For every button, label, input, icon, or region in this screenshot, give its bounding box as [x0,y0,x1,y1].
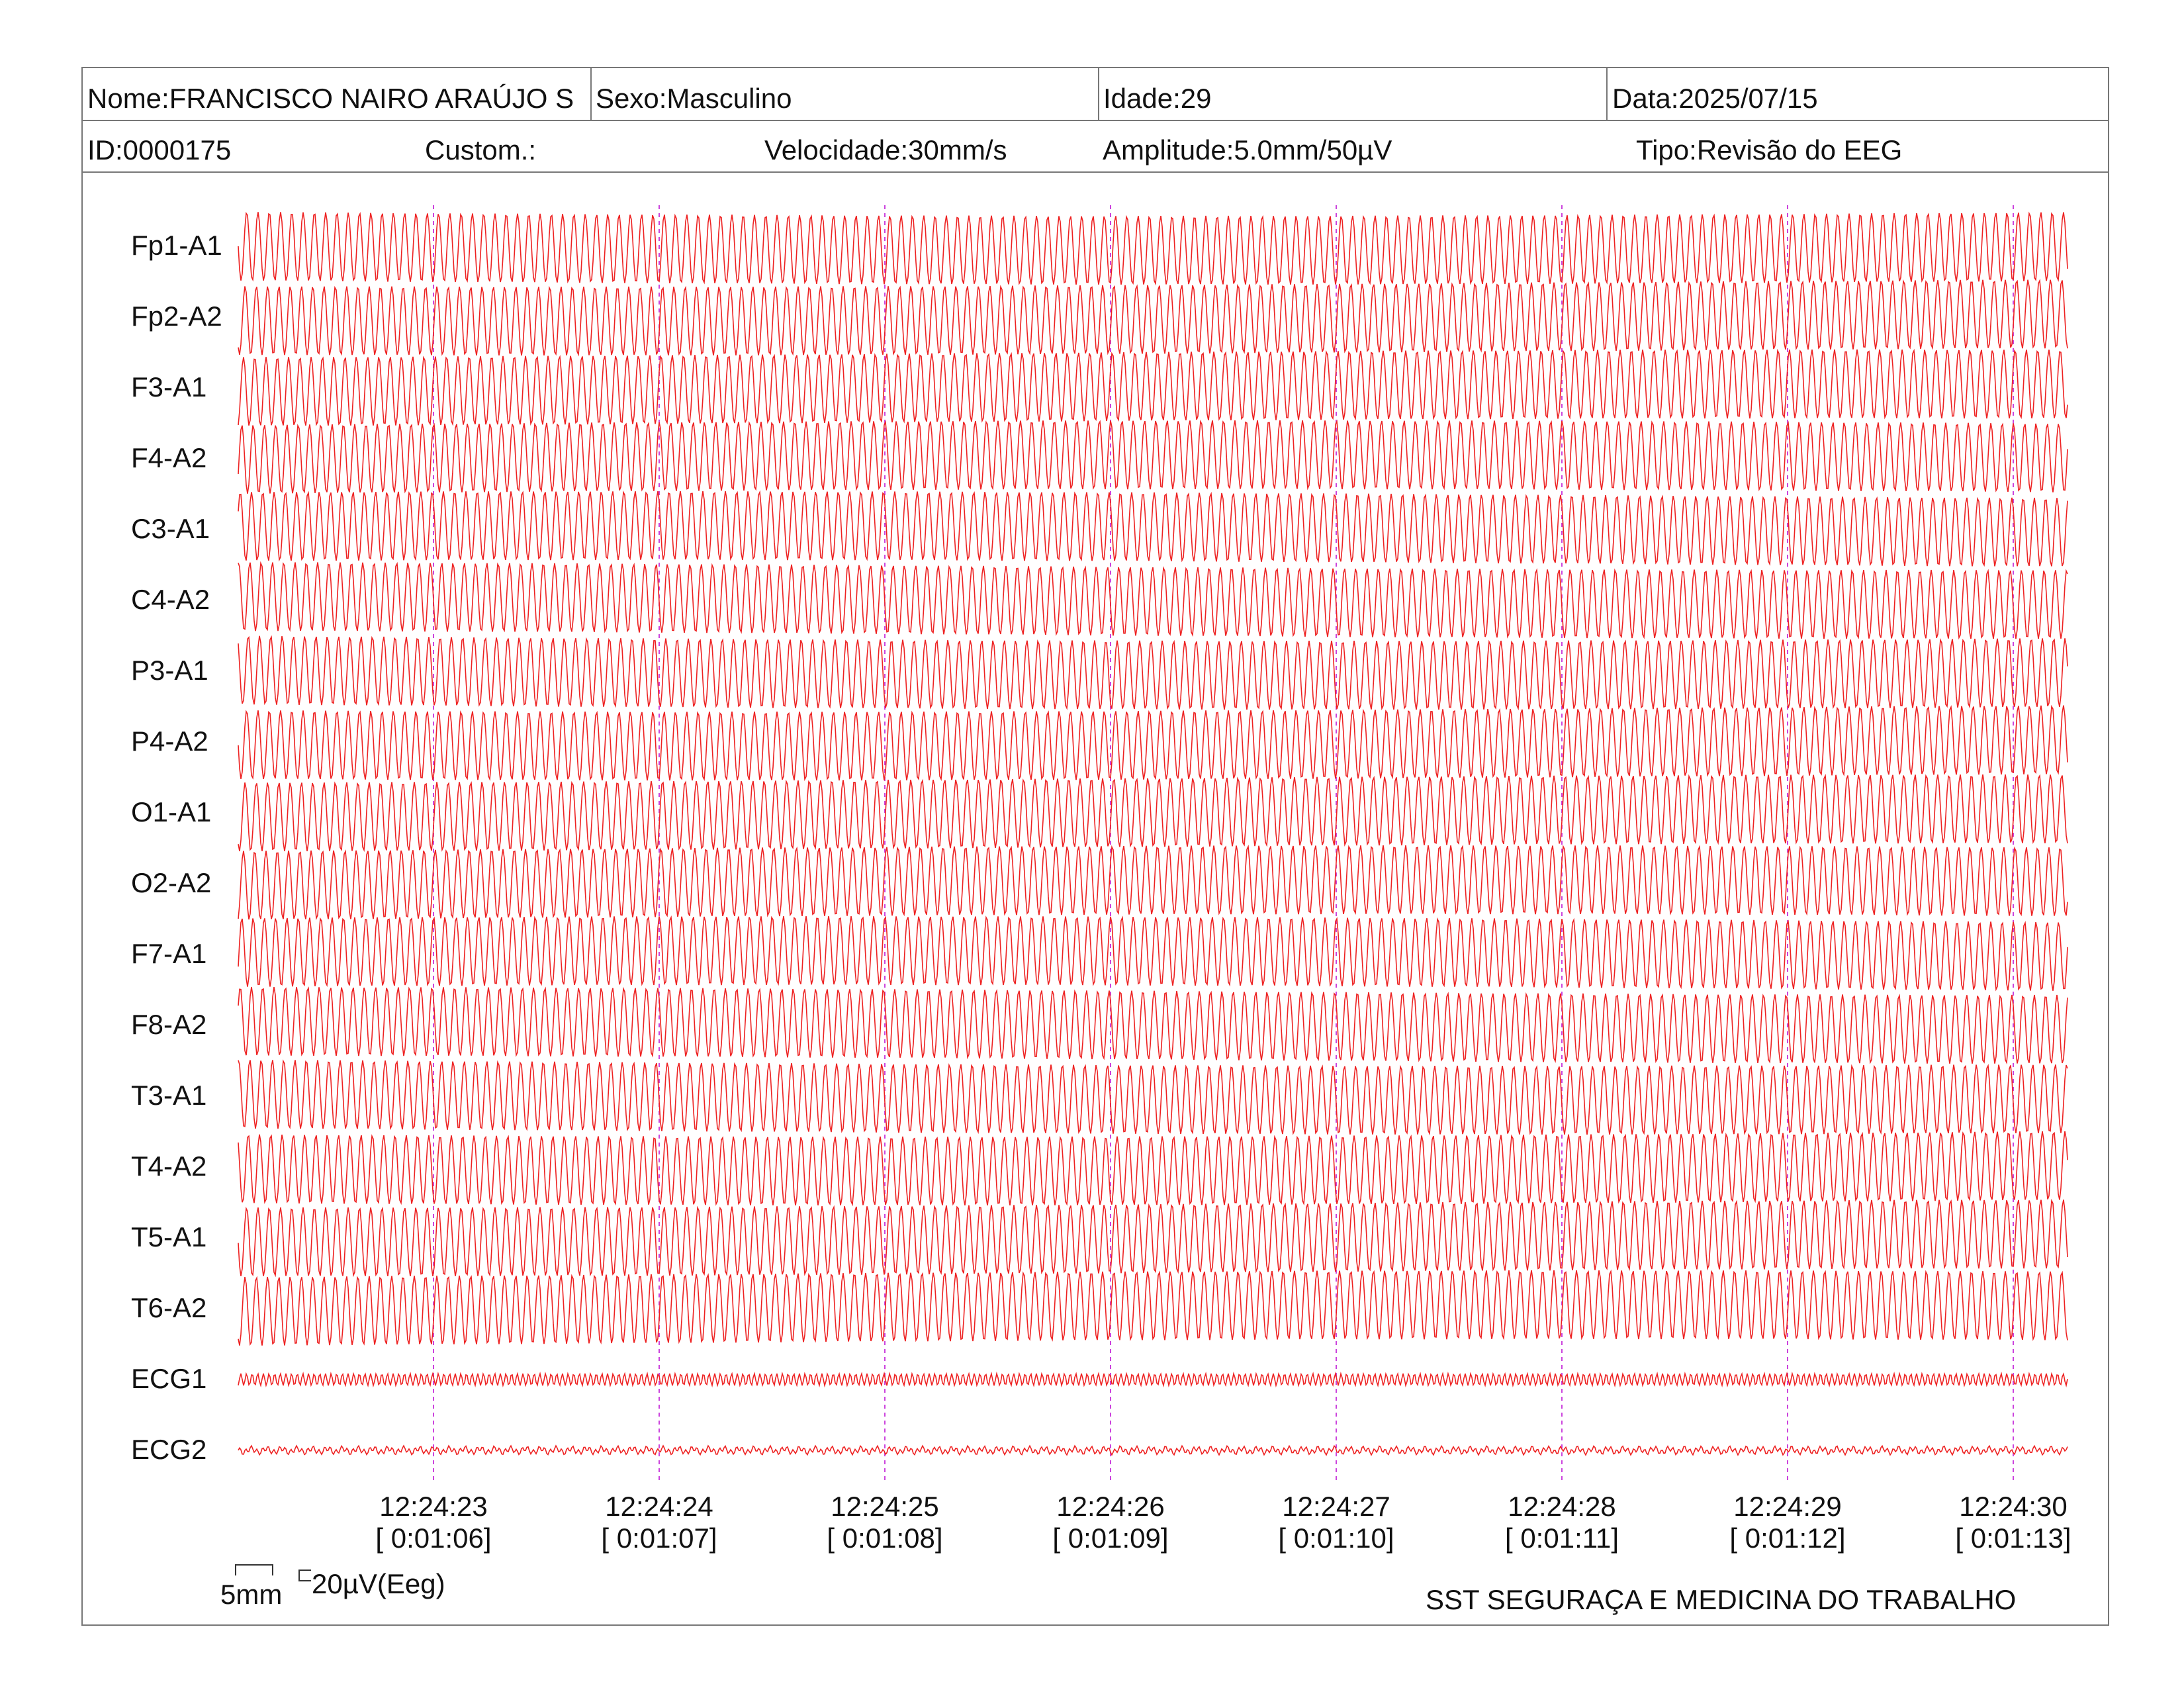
channel-trace [238,915,2068,992]
channel-label: T3-A1 [131,1080,207,1111]
channel-label: O1-A1 [131,796,212,827]
time-tick-elapsed: [ 0:01:10] [1278,1523,1394,1554]
channel-label: T4-A2 [131,1150,207,1182]
eeg-traces [238,211,2068,1456]
time-tick-label: 12:24:23[ 0:01:06] [375,1491,491,1555]
time-tick-clock: 12:24:24 [605,1491,713,1522]
channel-label: F7-A1 [131,938,207,969]
time-tick-elapsed: [ 0:01:13] [1955,1523,2071,1554]
channel-label: F4-A2 [131,442,207,473]
time-tick-label: 12:24:27[ 0:01:10] [1278,1491,1394,1555]
channel-label: T6-A2 [131,1292,207,1323]
channel-label: ECG1 [131,1363,207,1394]
channel-label: C3-A1 [131,513,210,544]
time-tick-elapsed: [ 0:01:09] [1052,1523,1169,1554]
channel-label: C4-A2 [131,584,210,615]
record-id: ID:0000175 [87,134,232,165]
channel-label: F3-A1 [131,371,207,402]
time-tick-label: 12:24:25[ 0:01:08] [827,1491,942,1555]
channel-label: Fp2-A2 [131,301,222,332]
time-tick-clock: 12:24:26 [1056,1491,1165,1522]
paper-speed: Velocidade:30mm/s [764,134,1007,165]
time-tick-label: 12:24:24[ 0:01:07] [601,1491,717,1555]
channel-trace [238,1444,2068,1456]
record-date: Data:2025/07/15 [1612,83,1818,114]
custom-field: Custom.: [425,134,537,165]
time-tick-elapsed: [ 0:01:07] [601,1523,717,1554]
scale-bar-amp-label: 20µV(Eeg) [312,1568,445,1599]
time-tick-label: 12:24:28[ 0:01:11] [1505,1491,1619,1555]
channel-trace [238,635,2068,711]
scale-bar-amp [298,1570,311,1581]
channel-trace [238,1059,2068,1136]
time-tick-elapsed: [ 0:01:11] [1504,1523,1619,1554]
record-type: Tipo:Revisão do EEG [1636,134,1903,165]
scale-bar-time [235,1564,273,1575]
time-tick-clock: 12:24:28 [1508,1491,1616,1522]
channel-trace [238,419,2068,494]
channel-trace [238,1131,2068,1207]
time-tick-clock: 12:24:27 [1282,1491,1390,1522]
channel-label: O2-A2 [131,867,212,898]
channel-trace [238,279,2068,357]
time-tick-clock: 12:24:29 [1733,1491,1842,1522]
channel-trace [238,1198,2068,1278]
channel-trace [238,1371,2068,1388]
time-tick-clock: 12:24:25 [831,1491,939,1522]
patient-name: Nome:FRANCISCO NAIRO ARAÚJO S [87,83,574,114]
time-tick-elapsed: [ 0:01:06] [375,1523,492,1554]
channel-trace [238,348,2068,426]
channel-label: P4-A2 [131,726,208,757]
time-tick-label: 12:24:30[ 0:01:13] [1955,1491,2071,1555]
amplitude-setting: Amplitude:5.0mm/50µV [1103,134,1392,165]
time-tick-elapsed: [ 0:01:12] [1729,1523,1846,1554]
outer-border [81,67,2109,1626]
time-tick-elapsed: [ 0:01:08] [827,1523,943,1554]
time-tick-clock: 12:24:23 [379,1491,488,1522]
channel-trace [238,490,2068,567]
time-tick-label: 12:24:29[ 0:01:12] [1729,1491,1845,1555]
channel-trace [238,561,2068,640]
time-tick-clock: 12:24:30 [1959,1491,2068,1522]
channel-trace [238,845,2068,921]
channel-trace [238,211,2068,286]
time-markers [433,205,2014,1483]
channel-label: P3-A1 [131,655,208,686]
channel-trace [238,774,2068,853]
channel-label: T5-A1 [131,1221,207,1252]
channel-label: F8-A2 [131,1009,207,1040]
time-tick-label: 12:24:26[ 0:01:09] [1052,1491,1168,1555]
footer-organization: SST SEGURAÇA E MEDICINA DO TRABALHO [1426,1584,2017,1615]
channel-label: ECG2 [131,1434,207,1465]
scale-bar [235,1564,311,1581]
channel-trace [238,704,2068,782]
patient-age: Idade:29 [1103,83,1212,114]
scale-bar-time-label: 5mm [220,1579,283,1610]
patient-sex: Sexo:Masculino [596,83,792,114]
channel-label: Fp1-A1 [131,230,222,261]
channel-trace [238,986,2068,1065]
channel-trace [238,1269,2068,1346]
